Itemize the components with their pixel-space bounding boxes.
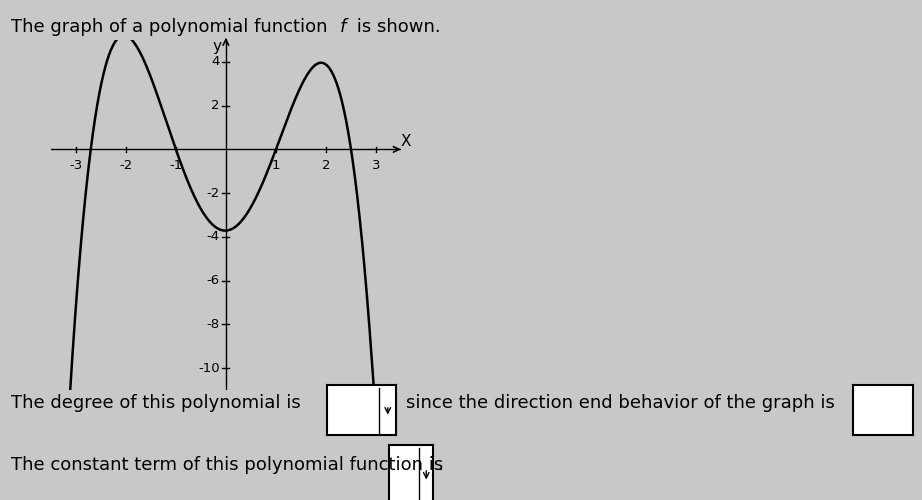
Text: -8: -8 bbox=[207, 318, 219, 331]
Text: -6: -6 bbox=[207, 274, 219, 287]
Text: 2: 2 bbox=[322, 159, 330, 172]
Text: 1: 1 bbox=[272, 159, 280, 172]
Text: since the direction end behavior of the graph is: since the direction end behavior of the … bbox=[406, 394, 834, 411]
Text: is shown.: is shown. bbox=[351, 18, 441, 36]
Text: -2: -2 bbox=[207, 186, 219, 200]
Text: -4: -4 bbox=[207, 230, 219, 243]
Text: X: X bbox=[400, 134, 410, 149]
Text: y: y bbox=[212, 39, 221, 54]
Text: -3: -3 bbox=[69, 159, 82, 172]
Text: 2: 2 bbox=[211, 99, 219, 112]
Text: -10: -10 bbox=[198, 362, 219, 374]
Text: .: . bbox=[437, 456, 443, 474]
Text: 3: 3 bbox=[372, 159, 380, 172]
Text: The graph of a polynomial function: The graph of a polynomial function bbox=[11, 18, 334, 36]
Text: The degree of this polynomial is: The degree of this polynomial is bbox=[11, 394, 301, 411]
Text: -2: -2 bbox=[119, 159, 133, 172]
Text: The constant term of this polynomial function is: The constant term of this polynomial fun… bbox=[11, 456, 443, 474]
Text: -1: -1 bbox=[170, 159, 183, 172]
Text: f: f bbox=[339, 18, 346, 36]
Text: 4: 4 bbox=[211, 56, 219, 68]
